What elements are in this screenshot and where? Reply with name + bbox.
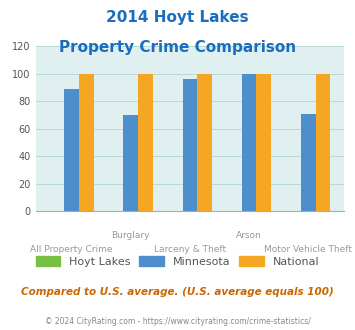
Bar [182,79,197,211]
Legend: Hoyt Lakes, Minnesota, National: Hoyt Lakes, Minnesota, National [36,256,319,267]
Text: All Property Crime: All Property Crime [31,245,113,253]
Bar [197,74,212,211]
Bar [316,74,330,211]
Text: Burglary: Burglary [111,231,150,240]
Text: Arson: Arson [236,231,262,240]
Bar [242,74,256,211]
Bar [79,74,94,211]
Text: © 2024 CityRating.com - https://www.cityrating.com/crime-statistics/: © 2024 CityRating.com - https://www.city… [45,317,310,326]
Bar [301,114,316,211]
Text: 2014 Hoyt Lakes: 2014 Hoyt Lakes [106,10,249,25]
Text: Motor Vehicle Theft: Motor Vehicle Theft [264,245,352,253]
Bar [124,115,138,211]
Bar [64,89,79,211]
Text: Larceny & Theft: Larceny & Theft [154,245,226,253]
Bar [256,74,271,211]
Text: Compared to U.S. average. (U.S. average equals 100): Compared to U.S. average. (U.S. average … [21,287,334,297]
Text: Property Crime Comparison: Property Crime Comparison [59,40,296,54]
Bar [138,74,153,211]
